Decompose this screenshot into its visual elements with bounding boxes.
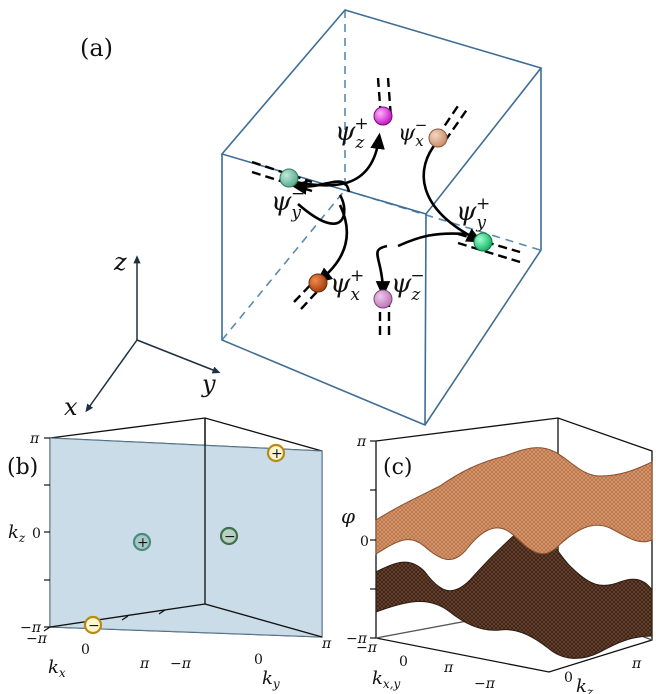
svg-text:−: −: [88, 618, 100, 634]
kz-tick-pi: π: [29, 431, 40, 447]
axis-x-label: x: [64, 393, 78, 421]
charge-minus-bottom: −: [83, 615, 103, 635]
kxy-tick-zero: 0: [399, 654, 408, 670]
phi-axis-label: φ: [341, 504, 355, 528]
charge-plus-top: +: [266, 443, 286, 463]
node-psi-z-minus: [373, 289, 393, 309]
panel-b-label: (b): [7, 455, 38, 480]
panel-c: (c) π 0 −π φ −π 0 π kx,y −π: [341, 417, 653, 694]
kz-c-tick-zero: 0: [564, 670, 573, 686]
label-psi-z-plus: ψz+: [335, 114, 369, 153]
node-psi-x-minus: [428, 128, 448, 148]
label-psi-x-plus: ψx+: [330, 266, 364, 305]
kz-c-axis-label: kz: [576, 676, 594, 694]
axis-y-label: y: [201, 370, 216, 398]
phi-tick-minus-pi: −π: [346, 631, 368, 647]
kx-axis-label: kx: [48, 657, 66, 680]
ky-axis-label: ky: [262, 668, 280, 691]
node-psi-y-minus: [279, 168, 299, 188]
kz-tick-zero: 0: [32, 526, 41, 542]
ky-tick-minus-pi: −π: [170, 656, 192, 672]
surface-bottom: [375, 524, 653, 659]
svg-text:−: −: [224, 529, 236, 545]
panel-a: (a) z y x: [64, 9, 543, 426]
cube: [220, 9, 543, 426]
kxy-axis-label: kx,y: [372, 668, 401, 691]
charge-minus-center: −: [219, 526, 239, 546]
coordinate-axes: [85, 255, 221, 413]
node-psi-z-plus: [373, 106, 393, 126]
kx-tick-pi: π: [139, 656, 150, 672]
kz-tick-minus-pi: −π: [20, 620, 42, 636]
label-psi-y-plus: ψy+: [456, 194, 490, 233]
label-psi-x-minus: ψx−: [398, 116, 427, 150]
kx-tick-zero: 0: [81, 642, 90, 658]
kz-ticks: [44, 437, 50, 628]
flow-curves: [290, 132, 483, 298]
phi-tick-zero: 0: [360, 534, 369, 550]
ky-tick-pi: π: [321, 636, 332, 652]
kxy-tick-pi: π: [443, 660, 454, 676]
kz-axis-label: kz: [8, 522, 26, 545]
label-psi-y-minus: ψy−: [271, 184, 305, 223]
node-psi-y-plus: [473, 232, 493, 252]
kx-tick-minus-pi: −π: [26, 631, 48, 647]
panel-c-label: (c): [383, 455, 413, 480]
node-psi-x-plus: [308, 273, 328, 293]
kx-ticks: [43, 609, 166, 632]
charge-plus-center: +: [132, 532, 152, 552]
kz-c-tick-minus-pi: −π: [474, 676, 496, 692]
svg-text:+: +: [137, 535, 149, 551]
panel-b: (b) π 0 −π kz: [7, 417, 332, 691]
panel-a-label: (a): [80, 34, 113, 62]
kxy-tick-minus-pi: −π: [356, 640, 378, 656]
surface-top: [375, 447, 653, 560]
axis-z-label: z: [113, 248, 127, 276]
phi-ticks: [370, 440, 376, 639]
ky-tick-zero: 0: [254, 652, 263, 668]
label-psi-z-minus: ψz−: [391, 266, 425, 305]
svg-text:+: +: [271, 446, 283, 462]
kz-c-tick-pi: π: [631, 656, 642, 672]
phi-tick-pi: π: [356, 434, 367, 450]
